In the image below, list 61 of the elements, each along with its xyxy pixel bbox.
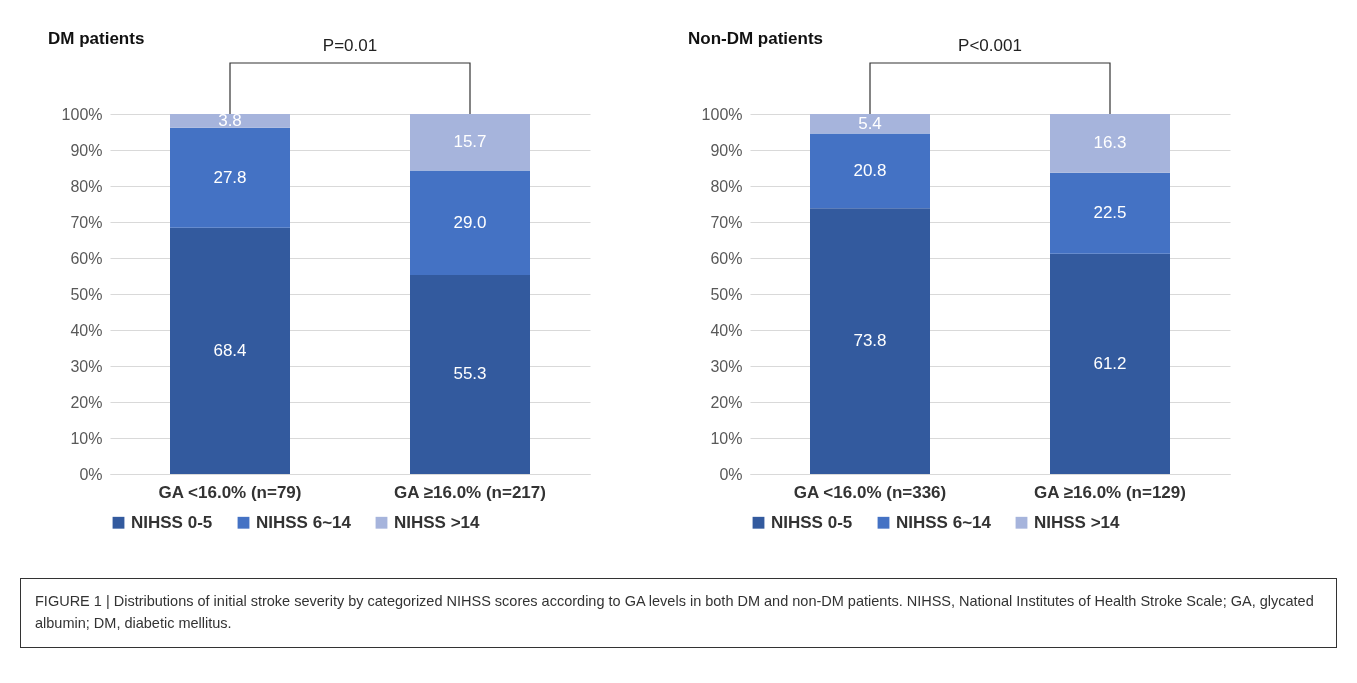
bar	[170, 227, 290, 474]
y-tick-label: 80%	[70, 177, 103, 195]
legend-label: NIHSS 6~14	[256, 512, 352, 532]
y-tick-label: 10%	[710, 429, 743, 447]
bar	[410, 170, 530, 275]
y-tick-label: 40%	[70, 321, 103, 339]
text: 73.8	[853, 331, 887, 351]
bar	[810, 208, 930, 474]
y-tick-label: 60%	[710, 249, 743, 267]
text: 3.8	[218, 110, 242, 130]
y-tick-label: 100%	[701, 105, 743, 123]
y-tick-label: 70%	[70, 213, 103, 231]
legend-label: NIHSS 0-5	[771, 512, 853, 532]
bar	[170, 127, 290, 228]
text: 22.5	[1093, 203, 1127, 223]
y-tick-label: 70%	[710, 213, 743, 231]
y-tick-label: 40%	[710, 321, 743, 339]
y-tick-label: 10%	[70, 429, 103, 447]
y-tick-label: 50%	[70, 285, 103, 303]
x-tick-label: GA <16.0% (n=79)	[158, 482, 302, 502]
y-tick-label: 90%	[710, 141, 743, 159]
caption: FIGURE 1 | Distributions of initial stroke severity by categorized NIHSS scores according to GA levels in both DM and non-DM patients. NIHSS, National Institutes of Health Stroke Scale; GA, glycated albumin; DM, diabetic mellitus.	[35, 592, 1315, 633]
x-tick-label: GA ≥16.0% (n=129)	[1034, 482, 1186, 502]
bar	[1050, 253, 1170, 474]
text: 5.4	[858, 113, 882, 133]
bar	[810, 114, 930, 134]
legend-label: NIHSS 6~14	[896, 512, 992, 532]
y-tick-label: 90%	[70, 141, 103, 159]
legend-label: NIHSS >14	[394, 512, 481, 532]
chart-title: Non-DM patients	[688, 29, 824, 48]
bar	[410, 114, 530, 171]
y-tick-label: 50%	[710, 285, 743, 303]
text: P<0.001	[957, 36, 1023, 56]
y-tick-label: 20%	[70, 393, 103, 411]
y-tick-label: 80%	[710, 177, 743, 195]
x-tick-label: GA ≥16.0% (n=217)	[394, 482, 546, 502]
y-tick-label: 0%	[719, 465, 743, 483]
bar	[410, 274, 530, 474]
legend-label: NIHSS 0-5	[131, 512, 213, 532]
text: 20.8	[853, 160, 887, 180]
text: 55.3	[453, 364, 487, 384]
y-tick-label: 0%	[79, 465, 103, 483]
bar	[170, 114, 290, 128]
text: 29.0	[453, 212, 487, 232]
text: 27.8	[213, 167, 247, 187]
y-tick-label: 20%	[710, 393, 743, 411]
text: 68.4	[213, 340, 247, 360]
text: 16.3	[1093, 133, 1127, 153]
text: 61.2	[1093, 353, 1127, 373]
bar	[1050, 172, 1170, 254]
bar	[1050, 114, 1170, 173]
x-tick-label: GA <16.0% (n=336)	[793, 482, 947, 502]
text: 15.7	[453, 132, 487, 152]
chart-title: DM patients	[48, 29, 145, 48]
y-tick-label: 30%	[710, 357, 743, 375]
text: P=0.01	[321, 36, 379, 56]
y-tick-label: 100%	[61, 105, 103, 123]
legend-label: NIHSS >14	[1034, 512, 1121, 532]
y-tick-label: 60%	[70, 249, 103, 267]
y-tick-label: 30%	[70, 357, 103, 375]
bar	[810, 133, 930, 209]
